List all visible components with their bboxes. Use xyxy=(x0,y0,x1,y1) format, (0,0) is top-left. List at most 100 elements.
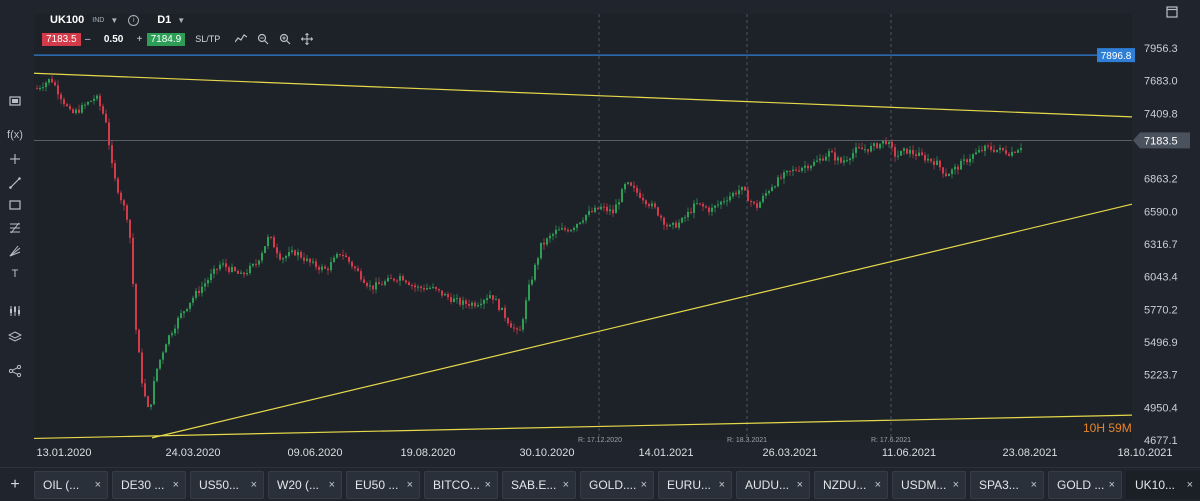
tab-close-icon[interactable]: × xyxy=(94,478,101,491)
candle-body xyxy=(354,266,356,269)
chart-type-icon[interactable] xyxy=(6,92,24,110)
fibonacci-icon[interactable] xyxy=(6,219,24,237)
pan-icon[interactable] xyxy=(300,32,314,46)
trendline-icon[interactable] xyxy=(6,174,24,192)
candle-body xyxy=(723,201,725,203)
candle-body xyxy=(585,214,587,221)
candle-body xyxy=(555,229,557,235)
crosshair-icon[interactable] xyxy=(6,150,24,168)
tab-close-icon[interactable]: × xyxy=(562,478,569,491)
candle-body xyxy=(618,202,620,205)
symbol-name[interactable]: UK100 xyxy=(50,14,85,26)
instrument-tab[interactable]: W20 (... × xyxy=(268,470,342,499)
tab-close-icon[interactable]: × xyxy=(952,478,959,491)
increase-quantity-button[interactable]: + xyxy=(136,33,143,45)
candle-body xyxy=(897,155,899,157)
tab-close-icon[interactable]: × xyxy=(484,478,491,491)
tab-close-icon[interactable]: × xyxy=(640,478,647,491)
tab-close-icon[interactable]: × xyxy=(1030,478,1037,491)
candle-body xyxy=(1011,151,1013,156)
candle-body xyxy=(945,173,947,177)
tab-close-icon[interactable]: × xyxy=(328,478,335,491)
candle-body xyxy=(654,203,656,208)
candle-body xyxy=(387,277,389,282)
add-tab-button[interactable]: + xyxy=(10,475,20,493)
buy-button[interactable]: 7184.9 xyxy=(146,32,186,46)
share-icon[interactable] xyxy=(6,362,24,380)
tab-close-icon[interactable]: × xyxy=(874,478,881,491)
price-chart[interactable]: 7956.3 7683.0 7409.8 6863.2 6590.0 6316.7 6043… xyxy=(0,0,1200,466)
timeframe-selector[interactable]: D1 xyxy=(157,14,172,26)
pitchfork-icon[interactable] xyxy=(6,242,24,260)
decrease-quantity-button[interactable]: – xyxy=(84,33,91,45)
candle-body xyxy=(792,169,794,172)
symbol-dropdown-chevron-icon[interactable]: ▼ xyxy=(110,15,119,25)
quantity-input[interactable]: 0.50 xyxy=(103,33,124,45)
instrument-tab[interactable]: US50... × xyxy=(190,470,264,499)
tab-close-icon[interactable]: × xyxy=(718,478,725,491)
candle-body xyxy=(849,158,851,161)
instrument-tab[interactable]: UK10... × xyxy=(1126,470,1200,499)
candle-body xyxy=(954,166,956,170)
candle-body xyxy=(489,295,491,299)
candle-body xyxy=(522,319,524,330)
text-icon[interactable]: T xyxy=(11,268,19,280)
instrument-tab[interactable]: USDM... × xyxy=(892,470,966,499)
y-tick-label: 7409.8 xyxy=(1144,108,1178,120)
instrument-tab[interactable]: SPA3... × xyxy=(970,470,1044,499)
instrument-tab[interactable]: GOLD.... × xyxy=(580,470,654,499)
candle-body xyxy=(228,267,230,272)
candle-body xyxy=(828,151,830,157)
tab-close-icon[interactable]: × xyxy=(1108,478,1115,491)
candle-body xyxy=(765,193,767,196)
tab-close-icon[interactable]: × xyxy=(406,478,413,491)
candle-body xyxy=(846,160,848,162)
line-chart-icon[interactable] xyxy=(234,32,248,46)
candle-body xyxy=(936,160,938,166)
compare-icon[interactable] xyxy=(6,302,24,320)
tab-close-icon[interactable]: × xyxy=(250,478,257,491)
zoom-in-icon[interactable] xyxy=(278,32,292,46)
instrument-tab[interactable]: GOLD ... × xyxy=(1048,470,1122,499)
instrument-tab[interactable]: DE30 ... × xyxy=(112,470,186,499)
rectangle-icon[interactable] xyxy=(6,196,24,214)
sell-button[interactable]: 7183.5 xyxy=(42,32,81,46)
candle-body xyxy=(774,186,776,188)
candle-body xyxy=(666,224,668,227)
tab-close-icon[interactable]: × xyxy=(796,478,803,491)
instrument-tab[interactable]: AUDU... × xyxy=(736,470,810,499)
candle-body xyxy=(924,154,926,161)
candle-body xyxy=(579,222,581,224)
candle-body xyxy=(390,277,392,279)
candle-body xyxy=(669,224,671,227)
instrument-tab[interactable]: EURU... × xyxy=(658,470,732,499)
market-badge: IND xyxy=(92,16,105,24)
instrument-tab[interactable]: NZDU... × xyxy=(814,470,888,499)
candle-body xyxy=(753,201,755,204)
instrument-tab[interactable]: EU50 ... × xyxy=(346,470,420,499)
indicators-icon[interactable]: f(x) xyxy=(7,129,23,141)
candle-body xyxy=(225,263,227,268)
zoom-out-icon[interactable] xyxy=(256,32,270,46)
instrument-tab[interactable]: OIL (... × xyxy=(34,470,108,499)
candle-body xyxy=(279,253,281,260)
x-tick-label: 24.03.2020 xyxy=(165,447,220,459)
sltp-button[interactable]: SL/TP xyxy=(195,34,221,44)
candle-body xyxy=(492,295,494,300)
tab-close-icon[interactable]: × xyxy=(1186,478,1193,491)
candle-body xyxy=(552,234,554,236)
maximize-icon[interactable] xyxy=(1166,5,1178,18)
instrument-tab[interactable]: BITCO... × xyxy=(424,470,498,499)
tab-label: BITCO... xyxy=(433,477,480,492)
candle-body xyxy=(75,109,77,113)
candle-body xyxy=(60,94,62,100)
instrument-tab[interactable]: SAB.E... × xyxy=(502,470,576,499)
timeframe-dropdown-chevron-icon[interactable]: ▼ xyxy=(177,15,186,25)
candle-body xyxy=(504,307,506,319)
info-icon[interactable]: i xyxy=(128,14,140,26)
chart-panel[interactable]: 7956.3 7683.0 7409.8 6863.2 6590.0 6316.7 6043… xyxy=(0,0,1200,466)
tab-close-icon[interactable]: × xyxy=(172,478,179,491)
layers-icon[interactable] xyxy=(6,328,24,346)
candle-body xyxy=(372,285,374,290)
candle-body xyxy=(453,298,455,303)
